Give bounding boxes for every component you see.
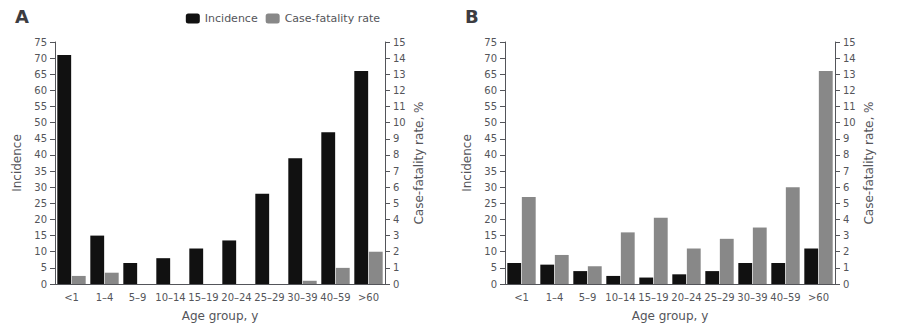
svg-text:7: 7 xyxy=(843,166,849,177)
svg-text:60: 60 xyxy=(484,85,497,96)
svg-text:5–9: 5–9 xyxy=(579,292,597,303)
svg-text:15: 15 xyxy=(393,37,406,48)
svg-text:12: 12 xyxy=(843,85,856,96)
svg-text:75: 75 xyxy=(34,37,47,48)
svg-text:3: 3 xyxy=(843,230,849,241)
svg-text:1–4: 1–4 xyxy=(546,292,564,303)
svg-text:13: 13 xyxy=(393,69,406,80)
svg-text:14: 14 xyxy=(393,53,406,64)
svg-text:Age group, y: Age group, y xyxy=(632,309,709,323)
svg-text:10–14: 10–14 xyxy=(605,292,635,303)
svg-text:35: 35 xyxy=(34,166,47,177)
svg-text:5: 5 xyxy=(41,262,47,273)
svg-text:9: 9 xyxy=(843,133,849,144)
svg-text:35: 35 xyxy=(484,166,497,177)
svg-text:70: 70 xyxy=(34,53,47,64)
svg-text:45: 45 xyxy=(484,133,497,144)
svg-text:4: 4 xyxy=(393,214,399,225)
svg-text:Case-fatality rate: Case-fatality rate xyxy=(285,12,381,25)
svg-text:25–29: 25–29 xyxy=(704,292,734,303)
svg-text:15: 15 xyxy=(484,230,497,241)
svg-text:50: 50 xyxy=(34,117,47,128)
svg-text:Case-fatality rate, %: Case-fatality rate, % xyxy=(862,101,876,224)
svg-text:10: 10 xyxy=(393,117,406,128)
svg-text:Incidence: Incidence xyxy=(205,12,258,25)
svg-text:11: 11 xyxy=(843,101,856,112)
svg-text:60: 60 xyxy=(34,85,47,96)
svg-text:3: 3 xyxy=(393,230,399,241)
svg-text:Incidence: Incidence xyxy=(10,134,24,192)
svg-text:0: 0 xyxy=(41,279,47,290)
svg-text:65: 65 xyxy=(484,69,497,80)
svg-text:20–24: 20–24 xyxy=(671,292,701,303)
svg-text:1–4: 1–4 xyxy=(96,292,114,303)
svg-text:5: 5 xyxy=(843,198,849,209)
svg-text:Incidence: Incidence xyxy=(460,134,474,192)
svg-text:1: 1 xyxy=(843,262,849,273)
svg-text:5–9: 5–9 xyxy=(129,292,147,303)
svg-text:A: A xyxy=(15,6,29,27)
svg-text:13: 13 xyxy=(843,69,856,80)
svg-text:0: 0 xyxy=(393,279,399,290)
svg-text:40: 40 xyxy=(484,149,497,160)
svg-text:25: 25 xyxy=(34,198,47,209)
svg-text:2: 2 xyxy=(393,246,399,257)
svg-text:75: 75 xyxy=(484,37,497,48)
svg-text:5: 5 xyxy=(393,198,399,209)
svg-text:15–19: 15–19 xyxy=(188,292,218,303)
svg-text:40: 40 xyxy=(34,149,47,160)
svg-text:15: 15 xyxy=(34,230,47,241)
svg-text:12: 12 xyxy=(393,85,406,96)
svg-text:6: 6 xyxy=(843,182,849,193)
svg-text:0: 0 xyxy=(491,279,497,290)
svg-text:40–59: 40–59 xyxy=(770,292,800,303)
svg-text:<1: <1 xyxy=(514,292,529,303)
svg-text:40–59: 40–59 xyxy=(320,292,350,303)
svg-text:2: 2 xyxy=(843,246,849,257)
svg-text:11: 11 xyxy=(393,101,406,112)
svg-text:10: 10 xyxy=(843,117,856,128)
svg-text:<1: <1 xyxy=(64,292,79,303)
svg-text:70: 70 xyxy=(484,53,497,64)
svg-text:14: 14 xyxy=(843,53,856,64)
svg-text:25: 25 xyxy=(484,198,497,209)
svg-text:Age group, y: Age group, y xyxy=(182,309,259,323)
svg-text:8: 8 xyxy=(843,149,849,160)
svg-text:9: 9 xyxy=(393,133,399,144)
svg-text:5: 5 xyxy=(491,262,497,273)
svg-text:10: 10 xyxy=(484,246,497,257)
svg-text:55: 55 xyxy=(34,101,47,112)
svg-text:45: 45 xyxy=(34,133,47,144)
svg-text:>60: >60 xyxy=(808,292,829,303)
svg-text:10: 10 xyxy=(34,246,47,257)
svg-text:>60: >60 xyxy=(358,292,379,303)
svg-text:7: 7 xyxy=(393,166,399,177)
svg-text:30: 30 xyxy=(34,182,47,193)
svg-text:15–19: 15–19 xyxy=(638,292,668,303)
svg-text:15: 15 xyxy=(843,37,856,48)
svg-text:30: 30 xyxy=(484,182,497,193)
svg-text:65: 65 xyxy=(34,69,47,80)
svg-text:30–39: 30–39 xyxy=(737,292,767,303)
svg-text:30–39: 30–39 xyxy=(287,292,317,303)
svg-text:0: 0 xyxy=(843,279,849,290)
svg-text:6: 6 xyxy=(393,182,399,193)
svg-text:20: 20 xyxy=(484,214,497,225)
svg-text:55: 55 xyxy=(484,101,497,112)
svg-text:8: 8 xyxy=(393,149,399,160)
svg-text:20: 20 xyxy=(34,214,47,225)
svg-text:1: 1 xyxy=(393,262,399,273)
svg-text:25–29: 25–29 xyxy=(254,292,284,303)
svg-text:4: 4 xyxy=(843,214,849,225)
svg-text:10–14: 10–14 xyxy=(155,292,185,303)
svg-text:20–24: 20–24 xyxy=(221,292,251,303)
svg-text:Case-fatality rate, %: Case-fatality rate, % xyxy=(412,101,426,224)
svg-text:50: 50 xyxy=(484,117,497,128)
svg-text:B: B xyxy=(465,6,479,27)
